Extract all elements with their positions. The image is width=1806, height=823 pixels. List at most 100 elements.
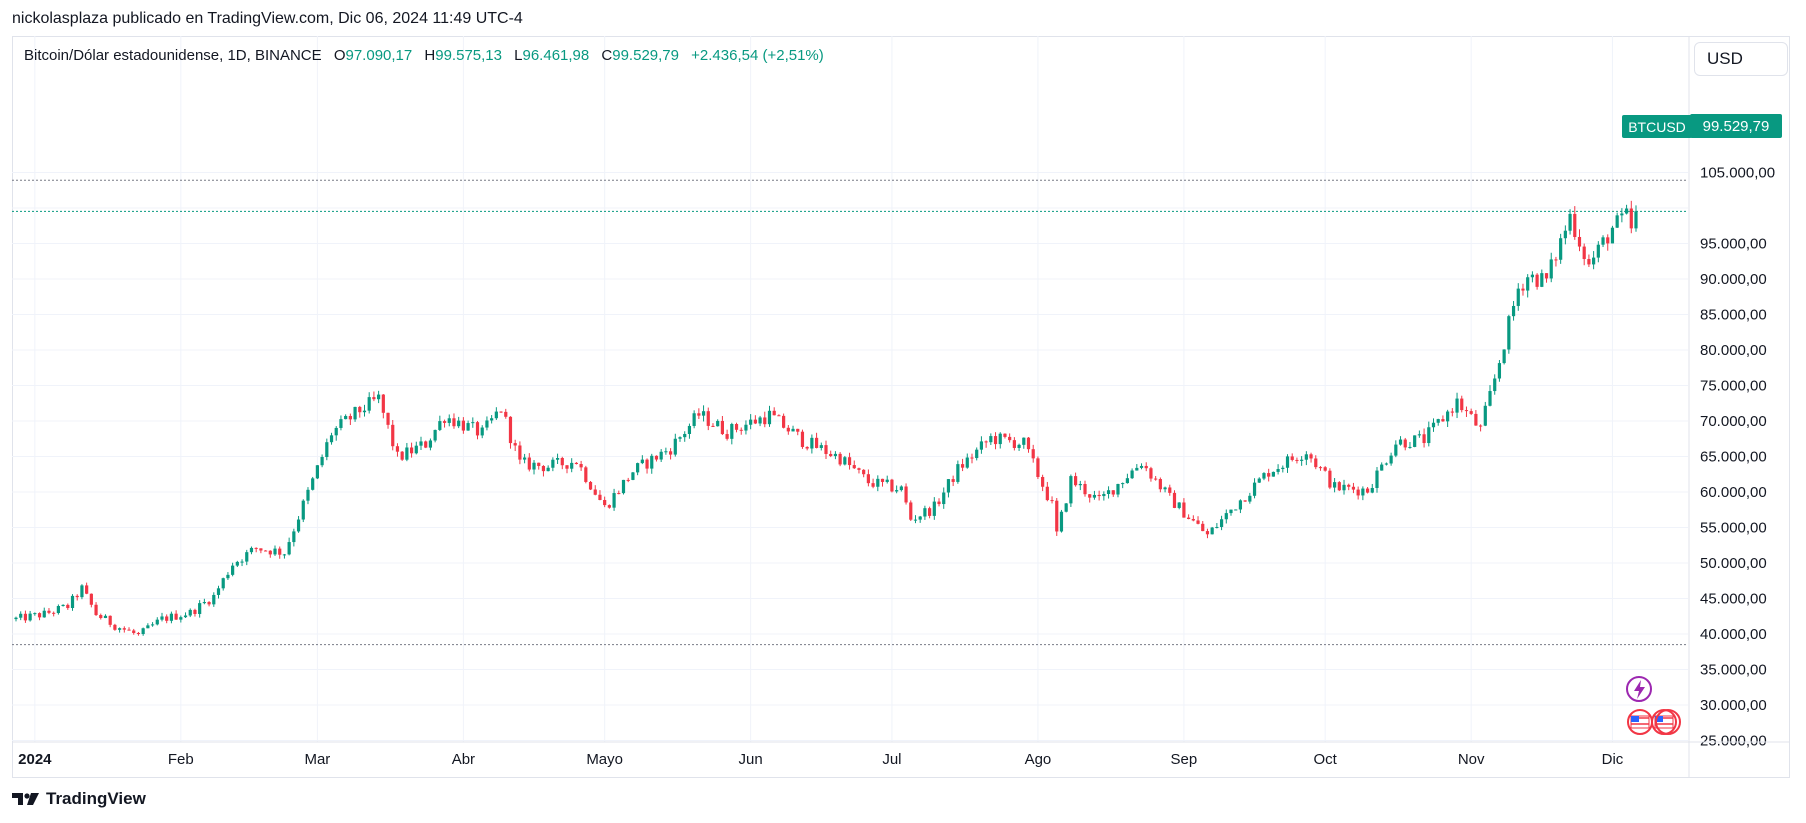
candle[interactable] [1158,477,1162,493]
currency-button[interactable]: USD [1694,42,1788,76]
candle[interactable] [1624,204,1629,215]
candle[interactable] [405,442,409,462]
candle[interactable] [287,537,291,556]
candle[interactable] [923,505,927,520]
candle[interactable] [970,453,974,464]
candle[interactable] [348,413,352,425]
candle[interactable] [683,431,687,442]
candle[interactable] [122,626,126,633]
candle[interactable] [306,487,310,505]
candle[interactable] [541,465,546,477]
candle[interactable] [424,440,428,449]
candle[interactable] [1370,483,1374,494]
candle[interactable] [457,416,461,429]
candle[interactable] [1168,484,1172,496]
candle[interactable] [810,434,814,454]
candle[interactable] [570,458,574,473]
us-flag-icon[interactable] [1627,709,1653,735]
candle[interactable] [866,469,870,487]
candle[interactable] [1144,462,1148,472]
candle[interactable] [461,417,465,434]
candle[interactable] [127,627,131,631]
candle[interactable] [433,429,437,443]
candle[interactable] [984,440,988,448]
candle[interactable] [485,416,489,431]
candle[interactable] [1483,401,1487,427]
candle[interactable] [118,627,122,633]
candle[interactable] [1083,480,1087,497]
candle[interactable] [560,456,564,470]
candle[interactable] [584,465,588,484]
candle[interactable] [249,546,254,555]
candle[interactable] [1050,496,1054,504]
candle[interactable] [805,446,809,451]
candle[interactable] [819,442,823,451]
candle[interactable] [1285,454,1290,473]
candle[interactable] [311,476,315,491]
candle[interactable] [1446,409,1450,427]
candle[interactable] [527,453,531,472]
candle[interactable] [1460,395,1464,413]
candle[interactable] [1248,492,1252,504]
candle[interactable] [1488,385,1492,407]
candle[interactable] [791,425,795,432]
candle[interactable] [221,577,225,591]
candle[interactable] [1257,477,1261,484]
candle[interactable] [447,414,451,427]
candle[interactable] [1573,206,1577,240]
candle[interactable] [1361,486,1365,501]
candle[interactable] [386,412,390,429]
candle[interactable] [518,441,522,465]
candle[interactable] [75,594,79,601]
candle[interactable] [1389,452,1393,466]
candle[interactable] [993,432,998,450]
candle[interactable] [85,582,89,595]
candle[interactable] [1380,462,1384,471]
candle[interactable] [99,613,103,620]
candle[interactable] [1012,437,1016,451]
candle[interactable] [146,623,150,629]
candle[interactable] [885,475,889,484]
candle[interactable] [1314,455,1318,470]
candle[interactable] [1177,502,1181,510]
candle[interactable] [353,406,357,422]
candle[interactable] [1281,465,1285,473]
candle[interactable] [1540,269,1544,288]
candle[interactable] [1045,481,1049,502]
candle[interactable] [1563,225,1567,245]
candle[interactable] [1422,428,1426,448]
candle[interactable] [1351,482,1356,494]
candle[interactable] [697,408,701,420]
candle[interactable] [1577,229,1582,252]
candle[interactable] [160,612,164,622]
candle[interactable] [108,615,112,628]
candle[interactable] [1163,486,1167,493]
candle[interactable] [1201,521,1205,532]
candle[interactable] [1634,205,1638,232]
candle[interactable] [1139,463,1144,470]
candle[interactable] [1187,514,1191,520]
candle[interactable] [1417,430,1421,438]
candle[interactable] [1502,349,1506,365]
candle[interactable] [932,497,936,520]
candle[interactable] [344,414,348,420]
candle[interactable] [1568,209,1572,235]
candle[interactable] [946,479,951,498]
candle[interactable] [254,547,258,553]
candle[interactable] [880,478,885,487]
candle[interactable] [37,612,42,621]
candle[interactable] [720,415,724,436]
candle[interactable] [1535,273,1539,290]
candle[interactable] [725,429,729,441]
candle[interactable] [315,465,319,480]
candle[interactable] [212,592,216,607]
candle[interactable] [928,506,932,519]
candle[interactable] [1267,468,1271,482]
candle[interactable] [1017,443,1021,451]
candle[interactable] [1497,360,1502,382]
candle[interactable] [1610,225,1615,244]
candle[interactable] [94,602,98,616]
candle[interactable] [1003,433,1007,439]
candle[interactable] [320,454,324,468]
candle[interactable] [998,432,1002,449]
